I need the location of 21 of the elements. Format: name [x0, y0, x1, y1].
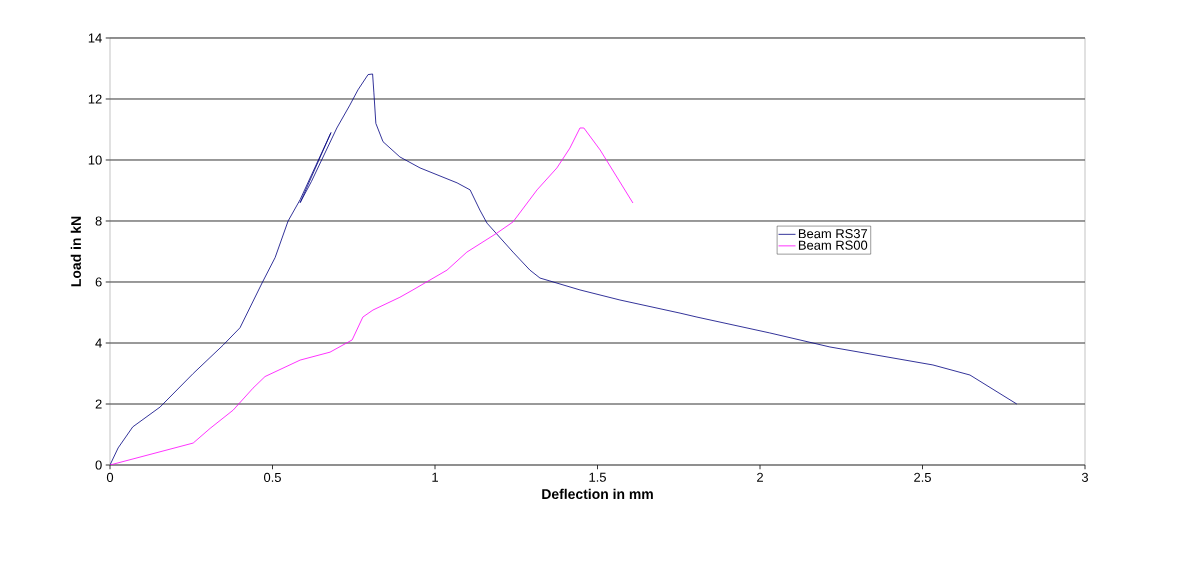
x-axis-title: Deflection in mm [542, 488, 653, 500]
x-tick-label: 1.5 [589, 472, 606, 482]
legend-label: Beam RS00 [798, 240, 868, 250]
x-tick-label: 3 [1081, 472, 1089, 482]
x-tick-label: 1 [432, 472, 438, 482]
y-tick-label: 12 [88, 94, 102, 104]
y-tick-label: 4 [95, 338, 102, 348]
x-tick-label: 0 [106, 472, 114, 482]
y-tick-label: 0 [95, 460, 102, 470]
line-series [110, 127, 634, 465]
y-tick-label: 6 [95, 277, 102, 287]
x-tick-label: 2.5 [914, 472, 931, 482]
line-series [110, 73, 1018, 465]
y-tick-label: 2 [95, 399, 102, 409]
legend-label: Beam RS37 [798, 229, 868, 239]
y-tick-label: 10 [88, 155, 102, 165]
x-tick-label: 0.5 [264, 472, 281, 482]
y-tick-label: 8 [95, 216, 102, 226]
y-tick-label: 14 [88, 33, 102, 43]
x-tick-label: 2 [757, 472, 763, 482]
y-axis-title: Load in kN [70, 216, 81, 287]
